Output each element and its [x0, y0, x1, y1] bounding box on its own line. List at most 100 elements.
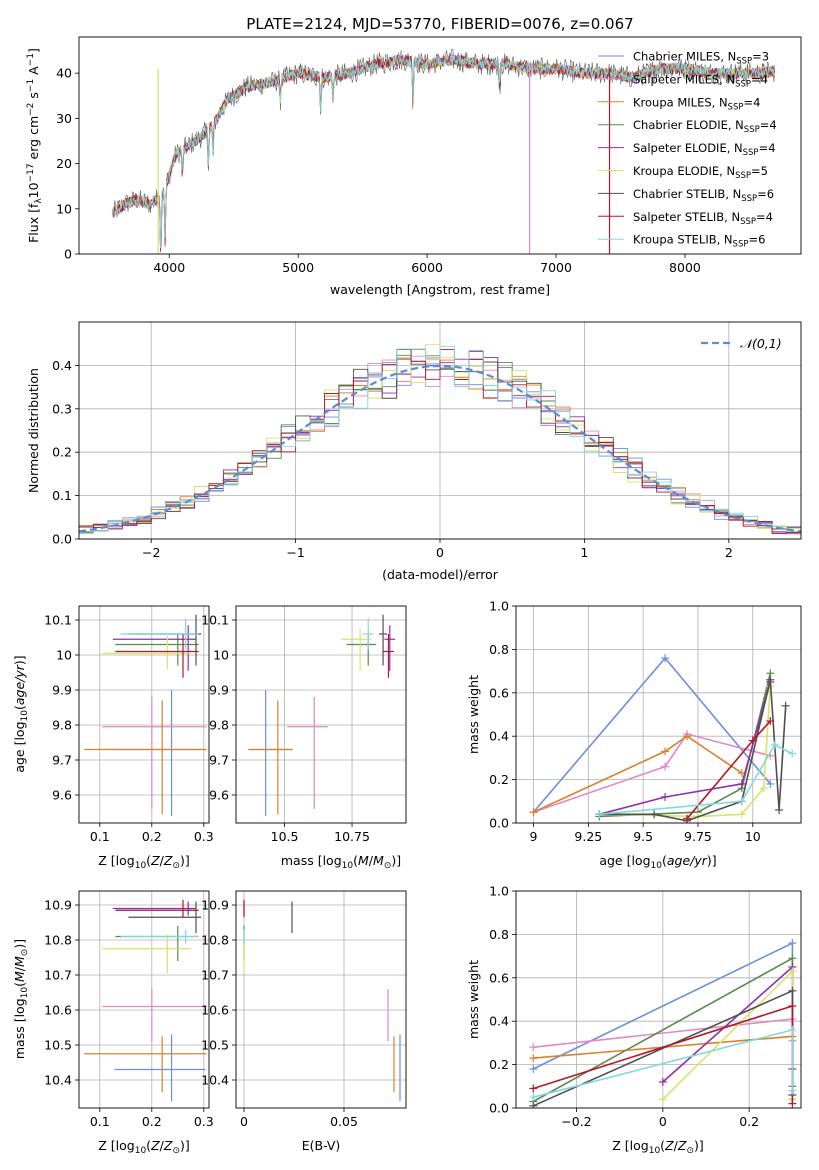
series-line: [532, 656, 771, 813]
y-tick-label: 0.4: [52, 358, 72, 373]
plot-area: [529, 654, 797, 823]
y-tick-label: 0.3: [52, 401, 72, 416]
plot-area: [84, 614, 207, 816]
x-tick-label: 6000: [411, 260, 443, 275]
histogram-series: [79, 345, 801, 534]
chart-title: PLATE=2124, MJD=53770, FIBERID=0076, z=0…: [246, 15, 633, 33]
y-axis-label: mass [log10(M/M⊙)]: [12, 939, 30, 1059]
x-tick-label: 0: [659, 1114, 667, 1129]
x-tick-label: 5000: [282, 260, 314, 275]
legend-label: Kroupa STELIB, NSSP=6: [633, 233, 765, 250]
x-tick-label: 8000: [669, 260, 701, 275]
x-tick-label: 9.75: [684, 829, 712, 844]
x-axis-label: E(B-V): [302, 1138, 341, 1153]
x-tick-label: 7000: [540, 260, 572, 275]
y-tick-label: 10: [213, 648, 229, 663]
y-tick-label: 0.0: [489, 816, 509, 831]
x-tick-label: 9.5: [633, 829, 653, 844]
y-tick-label: 10: [56, 201, 72, 216]
y-tick-label: 0.4: [489, 1014, 509, 1029]
axes-frame: [235, 890, 407, 1109]
y-tick-label: 40: [56, 66, 72, 81]
series-line: [599, 743, 793, 816]
y-tick-label: 1.0: [489, 884, 509, 899]
legend-label: Salpeter STELIB, NSSP=4: [633, 210, 773, 227]
y-tick-label: 10.8: [201, 933, 229, 948]
y-tick-label: 10.5: [201, 1038, 229, 1053]
x-tick-label: −0.2: [561, 1114, 591, 1129]
x-tick-label: 0.2: [142, 829, 162, 844]
y-tick-label: 0.8: [489, 642, 509, 657]
x-axis-label: age [log10(age/yr)]: [599, 853, 716, 871]
y-tick-label: 9.7: [52, 753, 72, 768]
panel-7: 0 0.05 10.4 10.5 10.6 10.7 10.8 10.9 E(B-V): [201, 890, 407, 1153]
legend-label: Chabrier STELIB, NSSP=6: [633, 187, 774, 204]
x-tick-label: 10.5: [271, 829, 299, 844]
y-tick-label: 0.2: [489, 1057, 509, 1072]
panel-6: 0.1 0.2 0.3 10.4 10.5 10.6 10.7 10.8 10.9 Z [log1…: [12, 890, 214, 1156]
y-tick-label: 0.2: [489, 772, 509, 787]
legend-label: 𝒩(0,1): [740, 336, 782, 351]
axes-frame: [78, 890, 210, 1109]
x-tick-label: 2: [725, 545, 733, 560]
y-tick-label: 9.9: [52, 683, 72, 698]
panel-8: −0.2 0 0.2 0.0 0.2 0.4 0.6 0.8 1.0 mass weight Z […: [466, 884, 802, 1156]
plot-area: [243, 899, 401, 1101]
axes-frame: [78, 36, 802, 255]
y-tick-label: 9.8: [52, 718, 72, 733]
y-tick-label: 10.8: [44, 933, 72, 948]
axes-frame: [78, 605, 210, 824]
x-axis-label: Z [log10(Z/Z⊙)]: [98, 853, 190, 871]
panel-3: 0.1 0.2 0.3 9.6 9.7 9.8 9.9 10 10.1 Z [log10(Z/Z⊙…: [12, 605, 214, 871]
series-line: [533, 735, 743, 813]
y-tick-label: 10.5: [44, 1038, 72, 1053]
y-tick-label: 0.6: [489, 970, 509, 985]
y-tick-label: 0: [64, 247, 72, 262]
series-line: [599, 681, 772, 816]
y-tick-label: 10.6: [201, 1003, 229, 1018]
y-tick-label: 10.7: [201, 968, 229, 983]
spectrum-line: [112, 53, 776, 252]
y-tick-label: 0.4: [489, 729, 509, 744]
y-axis-label: mass weight: [466, 675, 481, 754]
y-axis-label: Flux [fλ10−17 erg cm−2 s−1 A−1]: [26, 48, 44, 243]
y-tick-label: 0.0: [489, 1101, 509, 1116]
y-tick-label: 10.9: [44, 898, 72, 913]
y-tick-label: 10: [56, 648, 72, 663]
x-tick-label: 1: [580, 545, 588, 560]
x-tick-label: 0: [436, 545, 444, 560]
axes-frame: [235, 605, 407, 824]
legend-label: Salpeter ELODIE, NSSP=4: [633, 141, 776, 158]
x-tick-label: 0.1: [90, 829, 110, 844]
x-tick-label: 0.05: [330, 1114, 358, 1129]
panel-5: 9 9.25 9.5 9.75 10 0.0 0.2 0.4 0.6 0.8 1.0 mass wei…: [466, 599, 802, 871]
y-tick-label: 0.0: [52, 532, 72, 547]
y-tick-label: 9.6: [209, 788, 229, 803]
x-tick-label: 9.25: [574, 829, 602, 844]
y-tick-label: 10.9: [201, 898, 229, 913]
plot-area: [112, 48, 776, 254]
y-axis-label: age [log10(age/yr)]: [12, 655, 30, 772]
y-tick-label: 10.6: [44, 1003, 72, 1018]
panel-4: 10.5 10.75 9.6 9.7 9.8 9.9 10 10.1 mass [log10(M…: [201, 605, 407, 871]
y-tick-label: 20: [56, 156, 72, 171]
legend-label: Kroupa ELODIE, NSSP=5: [633, 164, 768, 181]
plot-area: [84, 899, 207, 1101]
legend: 𝒩(0,1): [701, 336, 782, 351]
panel-2: −2 −1 0 1 2 0.0 0.1 0.2 0.3 0.4 𝒩(0,1) (data-model)…: [26, 321, 802, 582]
y-tick-label: 30: [56, 111, 72, 126]
plot-area: [529, 939, 797, 1108]
y-tick-label: 10.7: [44, 968, 72, 983]
spectrum-line: [112, 54, 776, 249]
y-tick-label: 9.8: [209, 718, 229, 733]
y-tick-label: 0.6: [489, 685, 509, 700]
y-axis-label: mass weight: [466, 960, 481, 1039]
plot-area: [79, 344, 801, 535]
plot-area: [248, 614, 396, 816]
y-tick-label: 1.0: [489, 599, 509, 614]
series-line: [533, 733, 771, 813]
x-tick-label: 0.3: [194, 829, 214, 844]
panel-1: 4000 5000 6000 7000 8000 0 10 20 30 40 wavelength …: [26, 36, 802, 297]
y-tick-label: 10.4: [201, 1073, 229, 1088]
